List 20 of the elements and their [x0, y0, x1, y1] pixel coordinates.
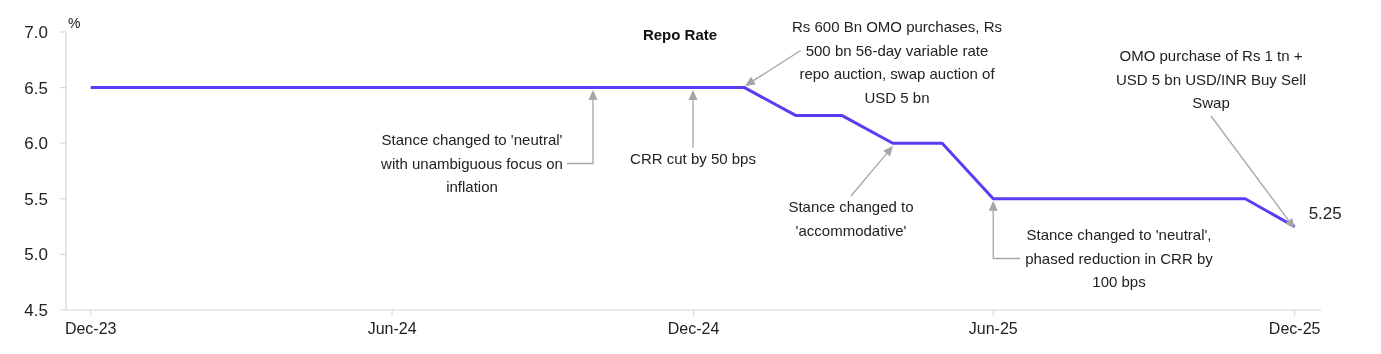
annotation: Stance changed to 'neutral' with unambiguous focus on inflation [380, 131, 563, 195]
x-tick-label: Jun-25 [968, 320, 1018, 337]
annotation: Stance changed to 'accommodative' [788, 198, 914, 239]
y-tick-label: 7.0 [24, 22, 48, 42]
y-tick-label: 4.5 [24, 300, 48, 320]
data-label: 5.25 [1308, 203, 1342, 223]
annotation: Stance changed to 'neutral', phased reduction in CRR by 100 bps [1025, 226, 1214, 290]
y-axis-title: % [68, 15, 81, 31]
y-tick-label: 5.0 [24, 245, 48, 265]
annotation: Rs 600 Bn OMO purchases, Rs 500 bn 56-day variable rate repo auction, swap auction of USD 5 bn [791, 18, 1003, 106]
x-tick-label: Dec-25 [1268, 320, 1321, 337]
y-tick-label: 6.0 [24, 134, 48, 154]
annotation: CRR cut by 50 bps [630, 150, 756, 167]
annotation: OMO purchase of Rs 1 tn + USD 5 bn USD/INR Buy Sell Swap [1115, 47, 1307, 111]
x-tick-label: Dec-24 [667, 320, 720, 337]
chart-title: Repo Rate [642, 26, 718, 43]
y-tick-label: 6.5 [24, 78, 48, 98]
x-tick-label: Jun-24 [367, 320, 417, 337]
y-tick-label: 5.5 [24, 189, 48, 209]
x-tick-label: Dec-23 [64, 320, 117, 337]
